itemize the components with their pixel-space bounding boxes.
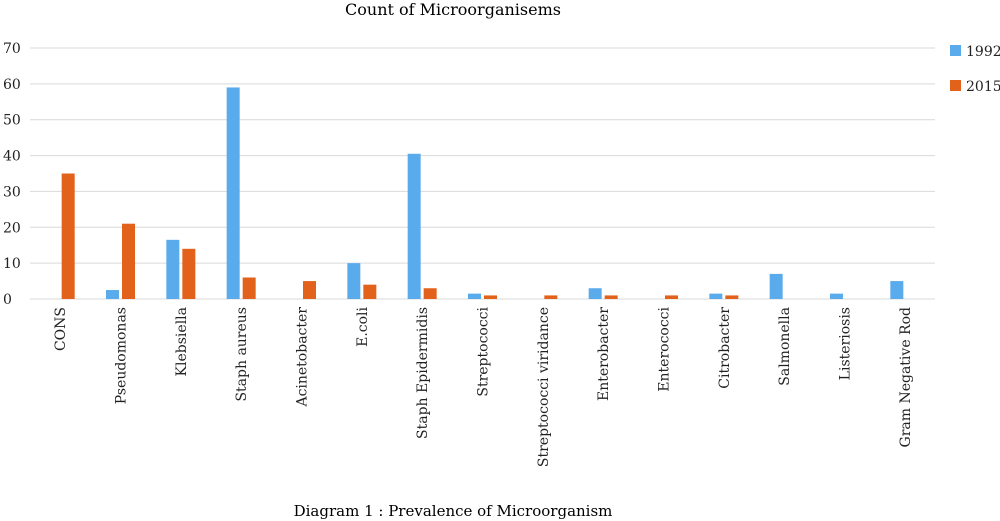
x-tick-label: Acinetobacter: [295, 307, 311, 408]
bars: [61, 87, 904, 299]
legend: 1992 2015: [950, 44, 1000, 95]
chart-title: Count of Microorganisems: [345, 0, 561, 19]
x-tick-label: Staph aureus: [234, 307, 250, 402]
bar-1992: [709, 293, 723, 299]
bar-1992: [226, 87, 240, 299]
y-tick-label: 20: [3, 220, 21, 236]
legend-swatch-2015: [950, 80, 961, 91]
y-tick-label: 10: [3, 256, 21, 272]
legend-label-2015: 2015: [966, 79, 1000, 95]
bar-2015: [604, 295, 618, 299]
y-tick-label: 50: [3, 113, 21, 129]
bar-2015: [61, 173, 75, 299]
bar-1992: [830, 293, 843, 299]
x-tick-label: Enterobacter: [596, 307, 612, 401]
y-tick-label: 0: [3, 292, 12, 308]
x-tick-label: Listeriosis: [838, 307, 854, 380]
bar-2015: [303, 281, 316, 299]
y-tick-label: 70: [3, 41, 21, 57]
chart-caption: Diagram 1 : Prevalence of Microorganism: [294, 502, 613, 520]
y-tick-label: 40: [3, 149, 21, 165]
bar-1992: [166, 239, 180, 299]
bar-2015: [122, 223, 135, 299]
bar-1992: [407, 153, 421, 299]
bar-1992: [588, 288, 602, 299]
bar-2015: [182, 248, 196, 299]
x-tick-label: Salmonella: [777, 307, 793, 386]
y-tick-label: 30: [3, 184, 21, 200]
x-tick-label: Streptococci viridance: [536, 307, 552, 467]
bar-1992: [468, 293, 481, 299]
x-tick-label: Pseudomonas: [114, 307, 130, 404]
x-tick-label: Klebsiella: [174, 307, 190, 376]
bar-2015: [725, 295, 739, 299]
x-tick-label: Gram Negative Rod: [898, 307, 914, 448]
legend-swatch-1992: [950, 45, 961, 56]
x-tick-label: Streptococci: [476, 306, 492, 396]
bar-2015: [544, 295, 558, 299]
x-axis-ticks: CONS Pseudomonas Klebsiella Staph aureus Aci…: [53, 306, 914, 467]
bar-1992: [106, 290, 119, 299]
x-tick-label: CONS: [53, 307, 69, 351]
gridlines: [30, 47, 935, 300]
x-tick-label: E.coli: [355, 306, 371, 346]
bar-2015: [363, 284, 377, 299]
bar-1992: [347, 263, 361, 299]
bar-2015: [665, 295, 678, 299]
bar-2015: [242, 277, 256, 299]
x-tick-label: Enterococci: [657, 306, 673, 391]
bar-1992: [890, 281, 904, 299]
legend-label-1992: 1992: [966, 44, 1000, 60]
y-tick-label: 60: [3, 77, 21, 93]
bar-1992: [769, 273, 783, 299]
bar-2015: [484, 295, 497, 299]
x-tick-label: Citrobacter: [717, 307, 733, 389]
bar-2015: [423, 288, 437, 299]
x-tick-label: Staph Epidermidis: [415, 307, 431, 439]
y-axis-ticks: 0 10 20 30 40 50 60 70: [3, 41, 21, 308]
